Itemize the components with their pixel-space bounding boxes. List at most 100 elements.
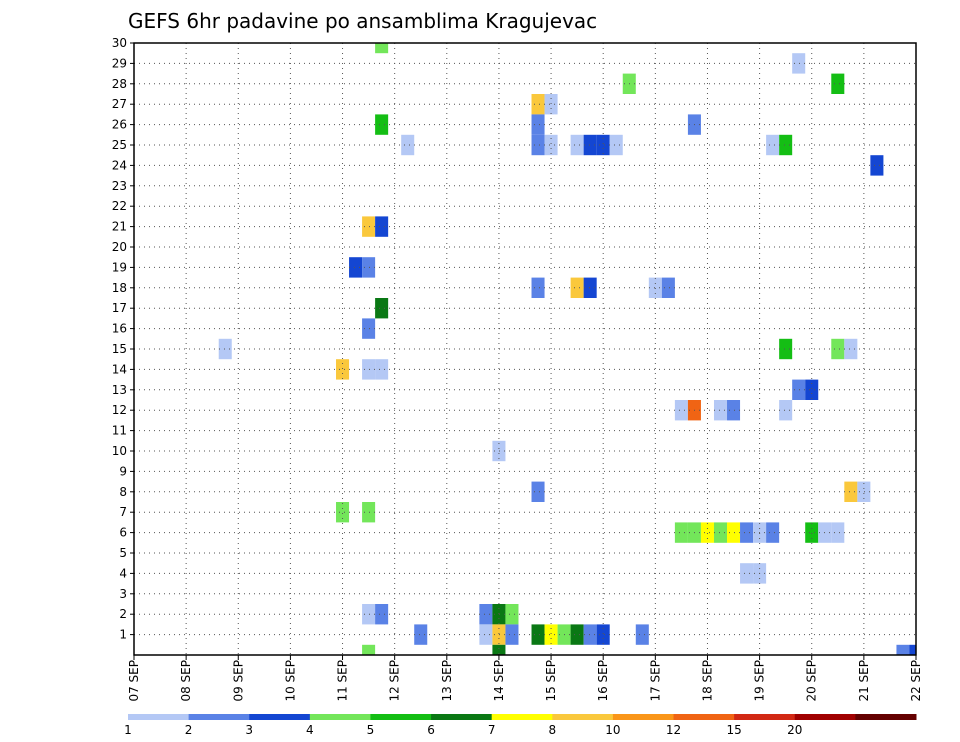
precip-cell bbox=[870, 155, 884, 176]
colorbar-swatch bbox=[188, 714, 250, 720]
x-tick-label: 21 SEP bbox=[857, 660, 871, 702]
y-tick-label: 14 bbox=[112, 362, 127, 376]
cells-layer bbox=[218, 43, 916, 655]
precip-cell bbox=[375, 114, 389, 135]
precip-cell bbox=[218, 338, 232, 360]
precip-cell bbox=[531, 94, 545, 115]
precip-cell bbox=[700, 522, 714, 543]
y-tick-label: 5 bbox=[119, 546, 127, 560]
precip-cell bbox=[531, 277, 545, 298]
y-tick-label: 29 bbox=[112, 56, 127, 70]
precip-cell bbox=[779, 338, 793, 360]
grid-layer bbox=[134, 43, 916, 655]
precip-cell bbox=[544, 94, 558, 115]
y-tick-label: 7 bbox=[119, 505, 127, 519]
precip-cell bbox=[831, 73, 845, 94]
y-tick-label: 18 bbox=[112, 281, 127, 295]
x-tick-label: 07 SEP bbox=[127, 660, 141, 702]
x-tick-label: 18 SEP bbox=[700, 660, 714, 702]
precip-cell bbox=[740, 563, 754, 584]
precip-cell bbox=[479, 624, 493, 645]
y-tick-label: 3 bbox=[119, 587, 127, 601]
colorbar-label: 5 bbox=[367, 723, 375, 737]
x-tick-label: 10 SEP bbox=[283, 660, 297, 702]
precip-cell bbox=[844, 481, 858, 502]
precip-cell bbox=[362, 216, 376, 237]
precip-cell bbox=[531, 114, 545, 135]
colorbar-label: 2 bbox=[185, 723, 193, 737]
y-tick-label: 12 bbox=[112, 403, 127, 417]
colorbar-swatch bbox=[552, 714, 614, 720]
y-tick-label: 6 bbox=[119, 526, 127, 540]
y-tick-label: 27 bbox=[112, 97, 127, 111]
colorbar-label: 12 bbox=[666, 723, 681, 737]
y-tick-label: 20 bbox=[112, 240, 127, 254]
precip-cell bbox=[479, 604, 493, 625]
y-tick-label: 8 bbox=[119, 485, 127, 499]
colorbar-label: 7 bbox=[488, 723, 496, 737]
precip-cell bbox=[713, 522, 728, 543]
colorbar-label: 8 bbox=[548, 723, 556, 737]
x-tick-label: 09 SEP bbox=[231, 660, 245, 702]
precip-cell bbox=[596, 134, 610, 156]
precip-cell bbox=[544, 134, 558, 156]
precip-cell bbox=[583, 624, 597, 645]
precip-cell bbox=[635, 624, 649, 645]
colorbar-swatch bbox=[431, 714, 493, 720]
y-tick-label: 28 bbox=[112, 77, 127, 91]
x-tick-label: 16 SEP bbox=[596, 660, 610, 702]
precip-cell bbox=[896, 644, 910, 655]
precip-cell bbox=[349, 257, 363, 278]
precip-cell bbox=[336, 502, 350, 523]
precip-cell bbox=[375, 43, 389, 54]
precip-cell bbox=[362, 644, 376, 655]
precip-cell bbox=[805, 522, 819, 543]
y-tick-label: 25 bbox=[112, 138, 127, 152]
y-tick-label: 2 bbox=[119, 607, 127, 621]
precip-cell bbox=[583, 134, 597, 156]
precip-cell bbox=[596, 624, 610, 645]
x-tick-label: 22 SEP bbox=[909, 660, 923, 702]
chart-title: GEFS 6hr padavine po ansamblima Kragujev… bbox=[128, 9, 597, 33]
precip-cell bbox=[362, 502, 376, 523]
precip-cell bbox=[375, 298, 389, 319]
x-tick-label: 19 SEP bbox=[753, 660, 767, 702]
precip-cell bbox=[336, 359, 350, 380]
colorbar: 1 2 3 4 5 6 7 8 10 12 15 20 bbox=[124, 714, 917, 737]
y-tick-label: 21 bbox=[112, 220, 127, 234]
colorbar-label: 3 bbox=[245, 723, 253, 737]
x-tick-label: 08 SEP bbox=[179, 660, 193, 702]
precip-cell bbox=[831, 522, 845, 543]
x-tick-label: 17 SEP bbox=[648, 660, 662, 702]
colorbar-label: 10 bbox=[605, 723, 620, 737]
colorbar-label: 20 bbox=[787, 723, 802, 737]
colorbar-swatch bbox=[855, 714, 917, 720]
precip-cell bbox=[505, 604, 519, 625]
precip-cell bbox=[544, 624, 558, 645]
y-tick-label: 17 bbox=[112, 301, 127, 315]
precip-cell bbox=[375, 359, 389, 380]
precip-cell bbox=[844, 338, 858, 360]
precip-cell bbox=[766, 134, 780, 156]
precip-cell bbox=[909, 644, 916, 655]
y-tick-label: 13 bbox=[112, 383, 127, 397]
precip-cell bbox=[805, 379, 819, 400]
precip-cell bbox=[583, 277, 597, 298]
y-tick-label: 22 bbox=[112, 199, 127, 213]
y-tick-label: 23 bbox=[112, 179, 127, 193]
precip-cell bbox=[727, 522, 741, 543]
precip-cell bbox=[792, 53, 806, 74]
x-tick-label: 13 SEP bbox=[440, 660, 454, 702]
y-tick-label: 11 bbox=[112, 424, 127, 438]
precip-cell bbox=[492, 604, 506, 625]
precip-cell bbox=[375, 604, 389, 625]
precip-cell bbox=[492, 624, 506, 645]
colorbar-swatch bbox=[249, 714, 311, 720]
precip-cell bbox=[505, 624, 519, 645]
x-tick-label: 20 SEP bbox=[805, 660, 819, 702]
precip-cell bbox=[779, 400, 793, 421]
precip-cell bbox=[362, 359, 376, 380]
colorbar-swatch bbox=[491, 714, 553, 720]
precip-cell bbox=[661, 277, 675, 298]
colorbar-label: 4 bbox=[306, 723, 314, 737]
